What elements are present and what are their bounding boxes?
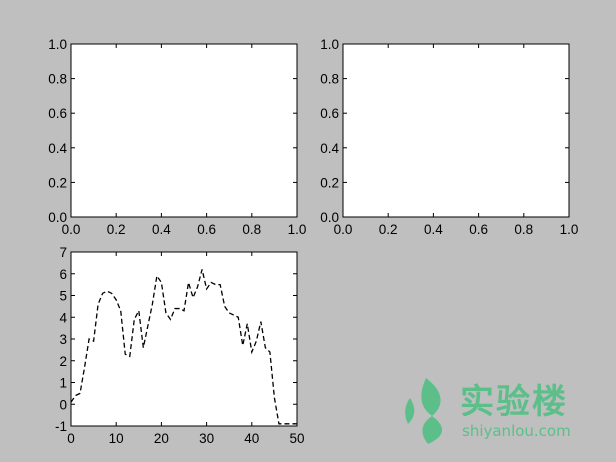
subplot-top-right: 0.0 0.2 0.4 0.6 0.8 1.0 0.0 0.2 0.4 0.6 0.8 1.0 xyxy=(320,37,578,237)
subplot-top-left: 0.0 0.2 0.4 0.6 0.8 1.0 0.0 0.2 0.4 0.6 0.8 1.0 xyxy=(48,37,306,237)
x-tick-label: 1.0 xyxy=(288,222,307,237)
watermark: 实验楼 shiyanlou.com xyxy=(402,376,602,446)
y-tick-label: 0.0 xyxy=(48,210,67,225)
y-tick-label: 0.6 xyxy=(320,106,339,121)
x-tick-label: 20 xyxy=(154,431,169,446)
y-tick-label: -1 xyxy=(55,419,67,434)
y-tick-label: 0.2 xyxy=(48,175,67,190)
y-tick-label: 1.0 xyxy=(320,37,339,52)
axes-frame xyxy=(70,43,298,218)
y-tick-label: 1.0 xyxy=(48,37,67,52)
y-tick-label: 0 xyxy=(59,397,67,412)
y-tick-label: 0.8 xyxy=(320,72,339,87)
y-tick-label: 3 xyxy=(59,332,67,347)
axes-frame xyxy=(342,43,570,218)
x-tick-label: 0.8 xyxy=(242,222,261,237)
series-line-0 xyxy=(70,269,297,425)
x-tick-label: 0.8 xyxy=(514,222,533,237)
y-tick-label: 2 xyxy=(59,354,67,369)
y-tick-label: 0.6 xyxy=(48,106,67,121)
plot-area xyxy=(71,44,297,217)
watermark-url: shiyanlou.com xyxy=(462,422,571,440)
y-tick-label: 0.4 xyxy=(48,141,67,156)
axes-frame xyxy=(70,251,298,427)
x-tick-label: 0.0 xyxy=(334,222,353,237)
x-tick-label: 1.0 xyxy=(560,222,579,237)
x-tick-label: 0.0 xyxy=(62,222,81,237)
y-tick-label: 6 xyxy=(59,267,67,282)
x-tick-label: 40 xyxy=(244,431,259,446)
x-tick-label: 50 xyxy=(289,431,304,446)
y-tick-label: 0.0 xyxy=(320,210,339,225)
y-tick-label: 0.2 xyxy=(320,175,339,190)
shiyanlou-leaf-logo-icon xyxy=(405,378,443,444)
y-tick-label: 0.4 xyxy=(320,141,339,156)
x-tick-label: 0.6 xyxy=(469,222,488,237)
x-tick-label: 0.2 xyxy=(379,222,398,237)
x-tick-label: 0.6 xyxy=(197,222,216,237)
x-tick-label: 0 xyxy=(67,431,75,446)
x-tick-label: 0.4 xyxy=(424,222,443,237)
y-tick-label: 0.8 xyxy=(48,72,67,87)
y-tick-label: 7 xyxy=(59,245,67,260)
plot-area xyxy=(343,44,569,217)
x-tick-label: 10 xyxy=(109,431,124,446)
y-tick-label: 1 xyxy=(59,376,67,391)
plot-area xyxy=(71,252,297,426)
watermark-title: 实验楼 xyxy=(460,382,568,422)
x-tick-label: 30 xyxy=(199,431,214,446)
x-tick-label: 0.4 xyxy=(152,222,171,237)
y-tick-label: 4 xyxy=(59,310,67,325)
y-tick-label: 5 xyxy=(59,289,67,304)
x-tick-label: 0.2 xyxy=(107,222,126,237)
